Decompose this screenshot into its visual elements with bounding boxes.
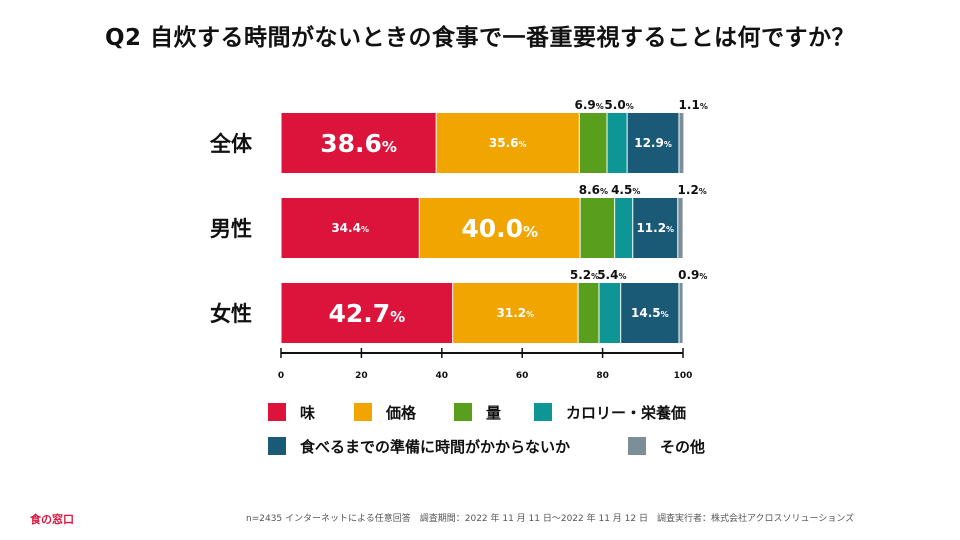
x-tick-label-2: 40 — [436, 371, 449, 381]
value-label-0-4: 12.9% — [634, 136, 672, 150]
bar-segment-1-5 — [677, 198, 683, 258]
category-label-0: 全体 — [209, 132, 253, 156]
legend-swatch-1 — [354, 403, 372, 421]
legend-label-0: 味 — [300, 404, 316, 422]
bar-segment-0-5 — [678, 113, 684, 173]
legend-swatch-2 — [454, 403, 472, 421]
legend-swatch-0 — [268, 403, 286, 421]
value-label-2-5: 0.9% — [678, 268, 707, 282]
bar-segment-1-4 — [632, 198, 678, 258]
bar-segment-2-0 — [281, 283, 453, 343]
legend-swatch-4 — [268, 437, 286, 455]
value-label-0-5: 1.1% — [679, 98, 708, 112]
value-label-1-2: 8.6% — [579, 183, 608, 197]
value-label-1-1: 40.0% — [461, 214, 538, 243]
legend-label-3: カロリー・栄養価 — [566, 404, 687, 422]
value-label-0-0: 38.6% — [320, 129, 397, 158]
legend-swatch-3 — [534, 403, 552, 421]
value-label-1-0: 34.4% — [331, 221, 369, 235]
legend-label-5: その他 — [660, 438, 706, 456]
bar-segment-0-4 — [627, 113, 679, 173]
value-label-2-4: 14.5% — [631, 306, 669, 320]
x-tick-label-1: 20 — [355, 371, 368, 381]
value-label-2-0: 42.7% — [328, 299, 405, 328]
legend-label-4: 食べるまでの準備に時間がかからないか — [300, 438, 571, 456]
bar-segment-0-3 — [607, 113, 628, 173]
bar-segment-2-3 — [598, 283, 621, 343]
bar-segment-0-0 — [281, 113, 437, 173]
legend-swatch-5 — [628, 437, 646, 455]
bar-segment-1-1 — [419, 198, 581, 258]
bar-segment-2-4 — [620, 283, 679, 343]
stacked-bar-chart: 全体 38.6% 35.6% 6.9% 5.0% 12.9% 1.1% 男性 34.4% 40.0… — [209, 98, 708, 381]
value-label-0-1: 35.6% — [489, 136, 527, 150]
value-label-0-3: 5.0% — [604, 98, 633, 112]
bar-segment-1-2 — [580, 198, 615, 258]
bar-segment-2-1 — [452, 283, 579, 343]
value-label-2-2: 5.2% — [570, 268, 599, 282]
footnote: n=2435 インターネットによる任意回答 調査期間：2022 年 11 月 1… — [246, 514, 855, 524]
x-tick-label-4: 80 — [596, 371, 609, 381]
bar-segment-2-2 — [578, 283, 599, 343]
bar-segment-1-0 — [281, 198, 420, 258]
bar-segment-0-2 — [579, 113, 608, 173]
category-label-2: 女性 — [210, 302, 252, 326]
value-label-2-3: 5.4% — [597, 268, 626, 282]
bar-segment-0-1 — [436, 113, 580, 173]
bar-segment-1-3 — [614, 198, 633, 258]
legend-label-2: 量 — [486, 404, 502, 422]
value-label-0-2: 6.9% — [575, 98, 604, 112]
value-label-1-4: 11.2% — [636, 221, 674, 235]
category-label-1: 男性 — [210, 217, 252, 241]
legend-label-1: 価格 — [386, 404, 417, 422]
value-label-1-5: 1.2% — [678, 183, 707, 197]
brand-logo: 食の窓口 — [30, 513, 74, 526]
value-label-1-3: 4.5% — [611, 183, 640, 197]
x-tick-label-3: 60 — [516, 371, 529, 381]
x-tick-label-5: 100 — [674, 371, 693, 381]
bar-segment-2-5 — [678, 283, 683, 343]
x-tick-label-0: 0 — [278, 371, 284, 381]
value-label-2-1: 31.2% — [497, 306, 535, 320]
chart-title: Q2 自炊する時間がないときの食事で一番重要視することは何ですか？ — [104, 25, 856, 51]
